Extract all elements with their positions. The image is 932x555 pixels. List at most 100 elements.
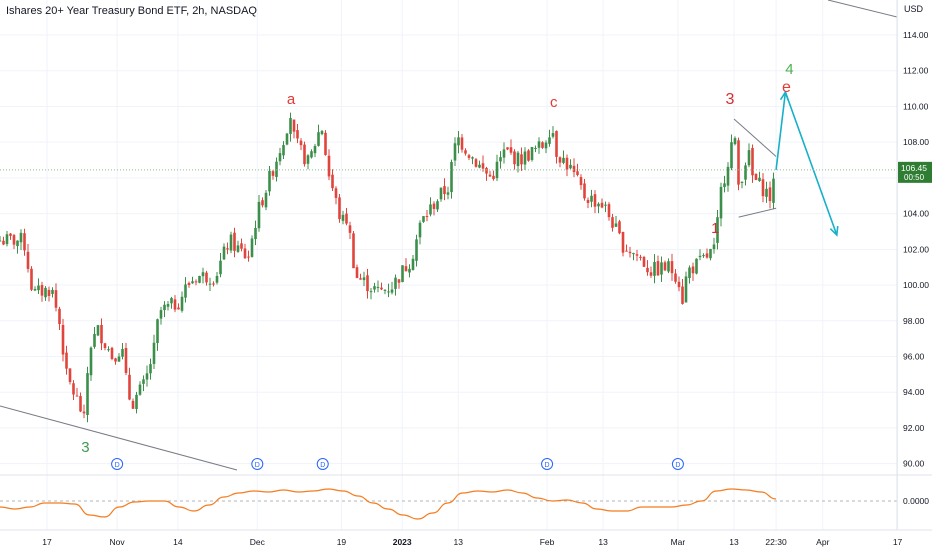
projection-arrowhead	[779, 90, 790, 101]
candle-body	[292, 119, 296, 132]
candle-body	[600, 202, 604, 208]
price-tick-label: 94.00	[903, 387, 925, 397]
candle-body	[131, 400, 135, 409]
dividend-marker[interactable]	[671, 458, 684, 470]
candle-body	[5, 234, 9, 245]
candle-body	[247, 256, 250, 258]
candle-body	[135, 394, 138, 410]
candle-down	[348, 221, 352, 239]
candle-body	[520, 154, 523, 165]
candle-body	[506, 147, 509, 150]
candle-body	[558, 157, 562, 163]
candle-body	[768, 187, 772, 202]
candle-body	[12, 235, 16, 245]
candle-down	[600, 198, 604, 209]
oscillator-zero-label: 0.0000	[903, 496, 929, 506]
candle-up	[394, 274, 397, 296]
candle-down	[233, 227, 236, 258]
time-tick-label: Mar	[671, 537, 686, 547]
candle-body	[436, 201, 439, 210]
candle-down	[23, 228, 26, 256]
candle-down	[9, 232, 12, 240]
candle-down	[352, 231, 355, 269]
candle-body	[37, 285, 40, 291]
candle-up	[33, 286, 37, 292]
candle-body	[208, 283, 212, 285]
candle-up	[436, 199, 439, 212]
candle-down	[681, 278, 684, 305]
candle-down	[212, 281, 215, 287]
candle-body	[737, 140, 740, 185]
candle-body	[555, 130, 558, 157]
candle-body	[205, 272, 208, 283]
candle-body	[93, 333, 96, 347]
candle-body	[149, 364, 152, 374]
dividend-marker[interactable]	[251, 458, 264, 470]
trendline-lower	[0, 405, 238, 471]
candle-down	[751, 144, 754, 183]
candle-down	[642, 255, 646, 268]
candle-down	[572, 158, 576, 178]
candle-body	[646, 267, 649, 273]
candle-body	[460, 137, 464, 150]
candle-up	[86, 366, 89, 423]
candle-down	[54, 283, 58, 312]
candle-down	[670, 253, 674, 281]
candle-up	[471, 156, 474, 165]
candle-body	[47, 289, 51, 296]
dividend-marker[interactable]	[316, 458, 329, 470]
candle-body	[740, 181, 744, 183]
projection-arrowhead	[829, 225, 839, 237]
candle-down	[131, 398, 135, 410]
candle-body	[394, 277, 397, 289]
candle-body	[338, 197, 341, 220]
candle-up	[317, 124, 320, 147]
candle-down	[30, 266, 33, 292]
candle-body	[257, 201, 261, 229]
candle-body	[621, 231, 625, 253]
candle-body	[443, 186, 446, 195]
candle-down	[2, 236, 5, 246]
candle-down	[366, 268, 369, 299]
candle-body	[614, 223, 618, 227]
candle-body	[44, 287, 47, 298]
time-tick-label: 19	[337, 537, 347, 547]
candle-down	[226, 242, 229, 255]
candle-body	[464, 150, 467, 154]
candle-body	[684, 276, 688, 303]
candle-up	[516, 150, 520, 173]
candle-down	[380, 282, 383, 291]
dividend-marker[interactable]	[111, 458, 124, 470]
candle-body	[705, 253, 709, 258]
candle-up	[0, 236, 2, 242]
candle-down	[474, 157, 478, 168]
candle-body	[19, 232, 23, 243]
candle-body	[0, 240, 2, 242]
wave-label: a	[287, 91, 296, 108]
candle-body	[534, 148, 537, 150]
time-tick-label: Dec	[250, 537, 266, 547]
candle-up	[723, 175, 726, 193]
candle-body	[488, 174, 492, 177]
dividend-marker-label: D	[545, 462, 550, 469]
dividend-marker[interactable]	[541, 458, 554, 470]
candle-up	[198, 275, 201, 284]
candle-body	[530, 146, 534, 160]
candle-body	[110, 347, 114, 359]
candle-body	[128, 374, 131, 400]
candle-up	[450, 159, 453, 199]
candle-down	[691, 262, 695, 281]
candle-body	[618, 221, 621, 234]
candle-up	[614, 215, 618, 228]
candle-body	[23, 233, 26, 251]
candle-body	[562, 157, 565, 163]
candle-body	[674, 273, 677, 282]
candle-up	[180, 291, 184, 313]
candle-body	[418, 222, 422, 238]
candle-body	[152, 342, 156, 364]
candle-up	[5, 230, 9, 247]
price-tick-label: 112.00	[903, 66, 929, 76]
candle-body	[215, 275, 219, 283]
candle-up	[362, 271, 366, 287]
